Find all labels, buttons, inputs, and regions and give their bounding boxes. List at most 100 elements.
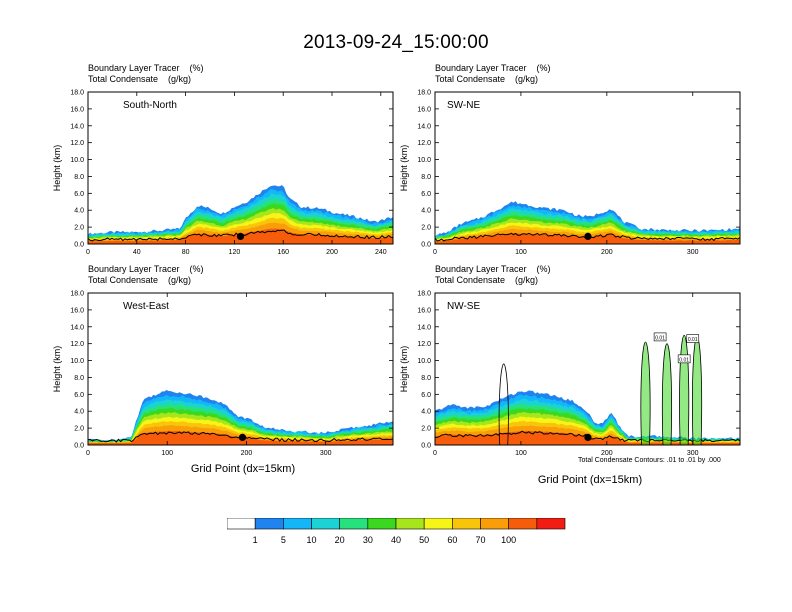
- y-tick-label: 8.0: [421, 375, 431, 382]
- colorbar-swatch: [536, 518, 566, 530]
- colorbar-swatch: [423, 518, 453, 530]
- colorbar-swatch: [339, 518, 369, 530]
- colorbar-label: 100: [501, 535, 516, 545]
- convective-contour: [498, 363, 509, 446]
- contour-label-box: [686, 334, 700, 343]
- y-tick-label: 8.0: [74, 174, 84, 181]
- x-axis-title-west-east: Grid Point (dx=15km): [190, 463, 296, 475]
- y-tick-label: 16.0: [70, 106, 84, 113]
- x-tick-label: 200: [601, 450, 613, 457]
- subtitle-line2: Total Condensate (g/kg): [435, 275, 539, 285]
- panel-label: NW-SE: [447, 301, 480, 312]
- x-axis-title-nw-se: Grid Point (dx=15km): [537, 474, 643, 486]
- colorbar-swatch: [395, 518, 425, 530]
- x-tick-label: 200: [326, 249, 338, 256]
- colorbar-label: 5: [281, 535, 286, 545]
- convective-contour: [692, 336, 703, 446]
- plot-frame: [87, 292, 394, 446]
- x-tick-label: 80: [182, 249, 190, 256]
- y-tick-label: 0.0: [421, 443, 431, 450]
- y-tick-label: 10.0: [417, 157, 431, 164]
- y-tick-label: 4.0: [421, 208, 431, 215]
- x-tick-label: 300: [687, 450, 699, 457]
- y-tick-label: 10.0: [70, 157, 84, 164]
- panel-label: SW-NE: [447, 100, 480, 111]
- y-tick-label: 2.0: [74, 225, 84, 232]
- y-tick-label: 16.0: [417, 307, 431, 314]
- location-marker: [584, 232, 592, 240]
- chart-panel-west-east: West-East 0.0 2.0 4.0 6.0 8.0 10.0 12.0 14.0 16.0…: [52, 291, 398, 457]
- location-marker: [236, 232, 245, 240]
- colorbar-label: 60: [447, 535, 457, 545]
- x-tick-label: 240: [375, 249, 387, 256]
- subtitle-line1: Boundary Layer Tracer (%): [435, 264, 551, 274]
- tracer-field: [435, 201, 740, 244]
- subtitle-line1: Boundary Layer Tracer (%): [88, 63, 204, 73]
- y-tick-label: 2.0: [421, 426, 431, 433]
- tracer-field: [88, 390, 393, 445]
- y-tick-label: 14.0: [70, 123, 84, 130]
- plot-frame: [434, 292, 741, 446]
- y-tick-label: 14.0: [70, 324, 84, 331]
- chart-panel-nw-se: 0.01 0.01 0.01 NW-SE 0.0 2.0 4.0 6.0 8.0 10.0 12.0…: [399, 291, 745, 457]
- y-tick-label: 4.0: [421, 409, 431, 416]
- x-tick-label: 0: [86, 249, 90, 256]
- y-tick-label: 6.0: [74, 392, 84, 399]
- y-tick-label: 18.0: [70, 291, 84, 298]
- x-tick-label: 300: [687, 249, 699, 256]
- colorbar-swatch: [227, 518, 256, 530]
- subtitle-line2: Total Condensate (g/kg): [435, 74, 539, 84]
- chart-svg: SW-NE 0.0 2.0 4.0 6.0 8.0 10.0 12.0 14.0 16.0 18.0…: [399, 90, 741, 256]
- colorbar-label: 30: [363, 535, 373, 545]
- y-tick-label: 6.0: [421, 392, 431, 399]
- y-tick-label: 18.0: [417, 90, 431, 97]
- subtitle-west-east: Boundary Layer Tracer (%) Total Condensa…: [88, 264, 204, 286]
- page-title: 2013-09-24_15:00:00: [303, 32, 489, 53]
- plot-frame: [87, 91, 394, 245]
- location-marker: [238, 433, 247, 441]
- panel-label: West-East: [123, 301, 169, 312]
- x-tick-label: 0: [433, 249, 437, 256]
- colorbar-label: 1: [253, 535, 258, 545]
- subtitle-line1: Boundary Layer Tracer (%): [435, 63, 551, 73]
- contour-label-text: 0.01: [688, 337, 698, 343]
- subtitle-line2: Total Condensate (g/kg): [88, 74, 192, 84]
- chart-panel-south-north: South-North 0.0 2.0 4.0 6.0 8.0 10.0 12.0 14.0 16…: [52, 90, 398, 256]
- y-axis-title: Height (km): [399, 145, 409, 192]
- y-tick-label: 12.0: [70, 140, 84, 147]
- plot-frame: [434, 91, 741, 245]
- y-tick-label: 0.0: [421, 242, 431, 249]
- y-tick-label: 8.0: [74, 375, 84, 382]
- x-tick-label: 200: [241, 450, 253, 457]
- colorbar-label: 10: [306, 535, 316, 545]
- y-tick-label: 12.0: [417, 341, 431, 348]
- chart-panel-sw-ne: SW-NE 0.0 2.0 4.0 6.0 8.0 10.0 12.0 14.0 16.0 18.0…: [399, 90, 745, 256]
- chart-svg: 0.01 0.01 0.01 NW-SE 0.0 2.0 4.0 6.0 8.0 10.0 12.0…: [399, 291, 741, 457]
- colorbar-swatch: [508, 518, 538, 530]
- convective-contour: [661, 343, 672, 446]
- x-tick-label: 0: [86, 450, 90, 457]
- y-tick-label: 8.0: [421, 174, 431, 181]
- y-tick-label: 0.0: [74, 242, 84, 249]
- contour-label: 0.01: [653, 332, 667, 341]
- y-tick-label: 18.0: [417, 291, 431, 298]
- y-tick-label: 6.0: [74, 191, 84, 198]
- y-tick-label: 6.0: [421, 191, 431, 198]
- chart-svg: South-North 0.0 2.0 4.0 6.0 8.0 10.0 12.0 14.0 16…: [52, 90, 394, 256]
- y-tick-label: 4.0: [74, 208, 84, 215]
- chart-svg: West-East 0.0 2.0 4.0 6.0 8.0 10.0 12.0 14.0 16.0…: [52, 291, 394, 457]
- panel-label: South-North: [123, 100, 177, 111]
- x-tick-label: 40: [133, 249, 141, 256]
- contour-label-text: 0.01: [679, 357, 689, 363]
- x-tick-label: 300: [320, 450, 332, 457]
- y-tick-label: 10.0: [417, 358, 431, 365]
- subtitle-line2: Total Condensate (g/kg): [88, 275, 192, 285]
- x-tick-label: 100: [161, 450, 173, 457]
- convective-contour: [640, 341, 651, 446]
- colorbar-swatch: [480, 518, 509, 530]
- x-tick-label: 100: [515, 450, 527, 457]
- location-marker: [584, 433, 592, 441]
- subtitle-line1: Boundary Layer Tracer (%): [88, 264, 204, 274]
- convective-contour: [679, 334, 690, 446]
- contour-label: 0.01: [686, 334, 700, 343]
